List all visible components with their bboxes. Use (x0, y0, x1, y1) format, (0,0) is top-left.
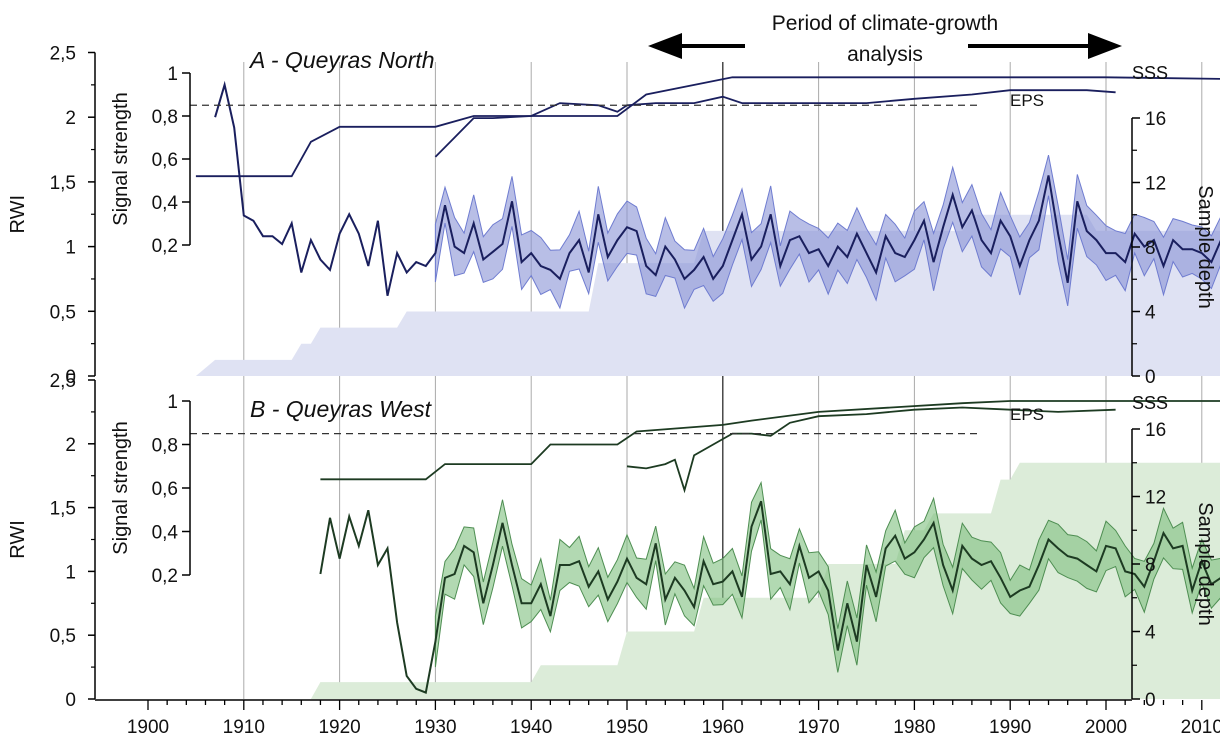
panel-b-title: B - Queyras West (250, 396, 433, 422)
rwi-tick-label: 1 (65, 562, 76, 583)
rwi-tick-label: 1,5 (50, 499, 76, 520)
depth-tick-label: 4 (1145, 303, 1156, 324)
rwi-tick-label: 1 (65, 238, 76, 259)
panel-a-rwi-line (214, 80, 1220, 297)
depth-tick-label: 4 (1145, 623, 1156, 644)
signal-tick-label: 0,4 (152, 193, 179, 214)
rwi-tick-label: 0 (65, 367, 76, 388)
depth-tick-label: 0 (1145, 690, 1156, 711)
rwi-tick-label: 2 (65, 435, 76, 456)
period-arrowhead-right (1088, 33, 1122, 59)
panel-a-rwi-confidence-band (434, 154, 1220, 310)
depth-tick-label: 8 (1145, 555, 1156, 576)
rwi-tick-label: 0,5 (50, 302, 76, 323)
depth-tick-label: 16 (1145, 109, 1166, 130)
depth-axis-title: Sample depth (1194, 185, 1216, 308)
signal-tick-label: 0,8 (152, 436, 178, 457)
x-tick-label: 2000 (1085, 717, 1127, 738)
signal-tick-label: 0,6 (152, 479, 178, 500)
x-tick-label: 2010 (1181, 717, 1220, 738)
period-annotation: Period of climate-growth analysis (648, 12, 1122, 66)
depth-axis-title: Sample depth (1194, 502, 1216, 625)
panel-a-title: A - Queyras North (248, 47, 434, 73)
signal-tick-label: 1 (167, 64, 178, 85)
rwi-tick-label: 2,5 (50, 371, 76, 392)
x-tick-label: 1950 (606, 717, 648, 738)
depth-tick-label: 12 (1145, 174, 1166, 195)
signal-tick-label: 0,2 (152, 566, 178, 587)
panel-b-sss-line (320, 400, 1220, 481)
panel-a-axes: 0 0,5 1 1,5 2 2,5 RWI 0,2 0,4 0,6 0,8 1 Signal stren… (7, 44, 1216, 389)
depth-tick-label: 16 (1145, 420, 1166, 441)
period-label-line2: analysis (847, 43, 923, 66)
panel-a-sss-label: SSS (1132, 63, 1168, 83)
depth-tick-label: 0 (1145, 367, 1156, 388)
rwi-axis-title: RWI (7, 520, 29, 559)
rwi-tick-label: 2 (65, 108, 76, 129)
x-tick-label: 1940 (510, 717, 552, 738)
signal-axis-title: Signal strength (110, 421, 132, 554)
panel-b-eps-label: EPS (1010, 405, 1044, 424)
signal-tick-label: 0,6 (152, 150, 178, 171)
panel-a-sample-depth-area (195, 214, 1220, 376)
signal-axis-title: Signal strength (110, 92, 132, 225)
x-axis: 1900 1910 1920 1930 1940 1950 1960 1970 1980 1990… (95, 699, 1220, 738)
signal-tick-label: 0,4 (152, 523, 179, 544)
panel-b-sss-label: SSS (1132, 393, 1168, 413)
x-tick-label: 1960 (702, 717, 744, 738)
x-tick-label: 1970 (797, 717, 839, 738)
panel-b-eps-line (626, 406, 1116, 494)
depth-tick-label: 8 (1145, 238, 1156, 259)
x-tick-label: 1930 (414, 717, 456, 738)
period-label-line1: Period of climate-growth (772, 12, 998, 35)
rwi-tick-label: 0 (65, 690, 76, 711)
rwi-tick-label: 1,5 (50, 173, 76, 194)
panel-b: B - Queyras West SSS EPS 0 0,5 1 1,5 2 2,5 RWI… (7, 371, 1220, 711)
period-arrowhead-left (648, 33, 682, 59)
signal-tick-label: 0,2 (152, 236, 178, 257)
x-tick-label: 1980 (893, 717, 935, 738)
rwi-axis-title: RWI (7, 195, 29, 234)
panel-b-axes: 0 0,5 1 1,5 2 2,5 RWI 0,2 0,4 0,6 0,8 1 Signal stren… (7, 371, 1216, 711)
panel-a-sss-line (195, 76, 1220, 178)
panel-b-rwi-line (319, 500, 1220, 694)
panel-b-rwi-confidence-band (434, 480, 1220, 673)
signal-tick-label: 0,8 (152, 107, 178, 128)
x-tick-label: 1920 (318, 717, 360, 738)
panel-a: A - Queyras North SSS EPS 0 0,5 1 1,5 2 2,5 RW… (7, 44, 1220, 389)
x-tick-label: 1990 (989, 717, 1031, 738)
panel-a-eps-line (434, 89, 1116, 158)
rwi-tick-label: 2,5 (50, 44, 76, 65)
rwi-tick-label: 0,5 (50, 626, 76, 647)
signal-tick-label: 1 (167, 392, 178, 413)
panel-a-eps-label: EPS (1010, 91, 1044, 110)
panel-b-sample-depth-area (310, 462, 1220, 699)
x-tick-label: 1900 (127, 717, 169, 738)
depth-tick-label: 12 (1145, 488, 1166, 509)
x-tick-label: 1910 (223, 717, 265, 738)
